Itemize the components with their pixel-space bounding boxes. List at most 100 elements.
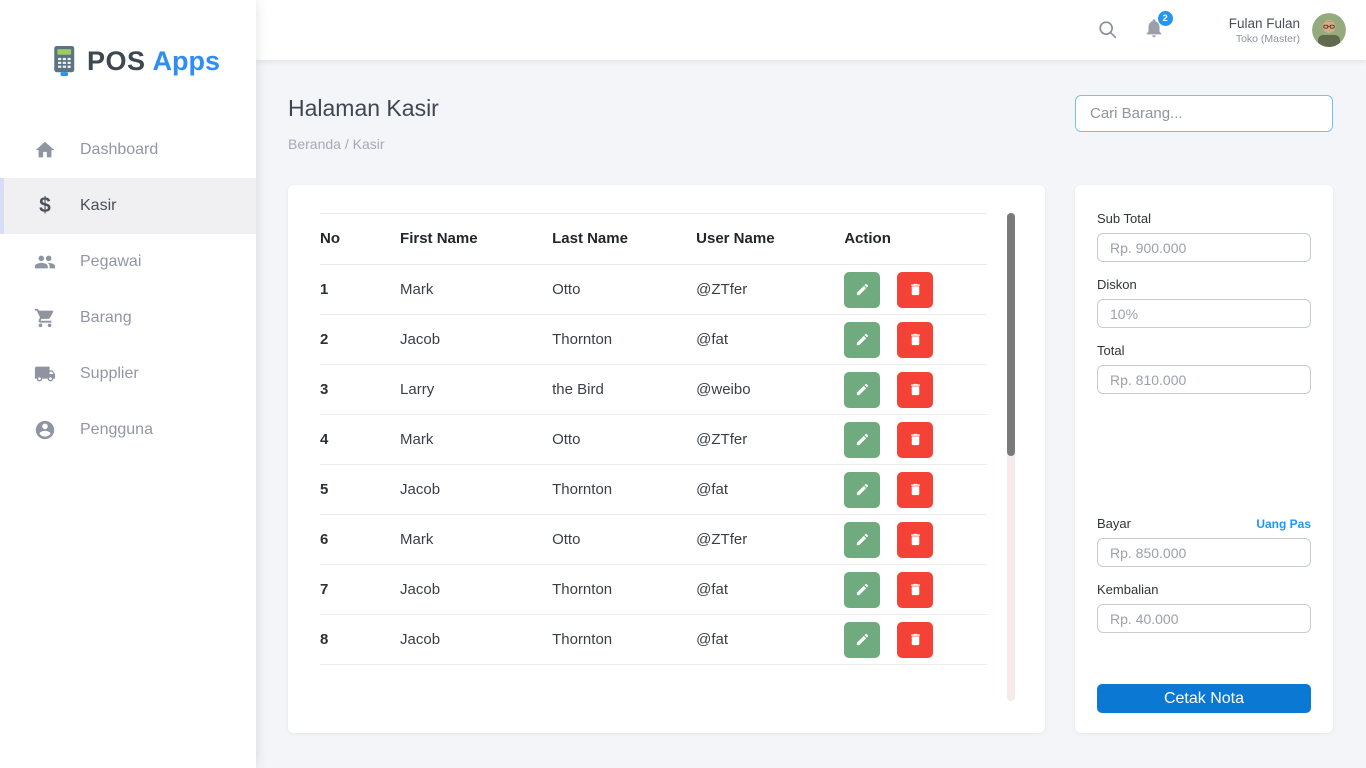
pencil-icon xyxy=(856,583,868,596)
kembalian-input[interactable] xyxy=(1097,604,1311,634)
kembalian-group: Kembalian xyxy=(1097,582,1311,634)
col-last-name: Last Name xyxy=(552,213,697,265)
trash-icon xyxy=(911,533,920,546)
trash-icon xyxy=(911,283,920,296)
diskon-input[interactable] xyxy=(1097,299,1311,328)
pencil-icon xyxy=(856,383,868,396)
pencil-icon xyxy=(856,433,868,446)
table-row: 4 Mark Otto @ZTfer xyxy=(320,414,987,465)
spacer xyxy=(1097,409,1311,516)
brand-pos: POS xyxy=(87,45,146,76)
bayar-input[interactable] xyxy=(1097,538,1311,568)
diskon-label: Diskon xyxy=(1097,277,1137,292)
delete-button[interactable] xyxy=(897,371,934,408)
sidebar-item-kasir[interactable]: $ Kasir xyxy=(0,178,256,234)
table-row: 6 Mark Otto @ZTfer xyxy=(320,514,987,565)
cell-no: 1 xyxy=(320,264,401,315)
total-label: Total xyxy=(1097,343,1125,358)
breadcrumb: Beranda / Kasir xyxy=(288,136,385,152)
page-head: Halaman Kasir Beranda / Kasir xyxy=(288,95,1333,152)
table-row: 3 Larry the Bird @weibo xyxy=(320,364,987,415)
trash-icon xyxy=(911,333,920,346)
content: Halaman Kasir Beranda / Kasir No First N… xyxy=(256,60,1366,768)
edit-button[interactable] xyxy=(844,621,881,658)
search-barang-input[interactable] xyxy=(1075,95,1333,132)
sidebar-nav: Dashboard $ Kasir Pegawai Barang xyxy=(0,122,256,458)
user-role: Toko (Master) xyxy=(1235,32,1300,45)
cell-last: the Bird xyxy=(552,364,697,415)
user-info: Fulan Fulan Toko (Master) xyxy=(1229,16,1300,45)
trash-icon xyxy=(911,383,920,396)
avatar[interactable] xyxy=(1312,13,1346,47)
cell-last: Thornton xyxy=(552,464,697,515)
home-icon xyxy=(33,138,57,162)
edit-button[interactable] xyxy=(844,421,881,458)
items-table: No First Name Last Name User Name Action… xyxy=(320,213,987,665)
sidebar: POS Apps Dashboard $ Kasir Pegawai xyxy=(0,0,256,768)
table-row: 2 Jacob Thornton @fat xyxy=(320,314,987,365)
cell-action xyxy=(844,514,987,565)
sidebar-item-label: Dashboard xyxy=(80,141,159,158)
sidebar-item-label: Supplier xyxy=(80,365,139,382)
cell-no: 8 xyxy=(320,614,401,665)
delete-button[interactable] xyxy=(897,271,934,308)
sidebar-item-pegawai[interactable]: Pegawai xyxy=(0,234,256,290)
delete-button[interactable] xyxy=(897,321,934,358)
brand-apps: Apps xyxy=(152,45,221,76)
cell-no: 5 xyxy=(320,464,401,515)
notification-badge: 2 xyxy=(1157,10,1173,26)
cell-user: @weibo xyxy=(696,364,845,415)
cetak-nota-button[interactable]: Cetak Nota xyxy=(1097,684,1311,713)
cell-last: Thornton xyxy=(552,314,697,365)
sidebar-item-supplier[interactable]: Supplier xyxy=(0,346,256,402)
cell-user: @fat xyxy=(696,464,845,515)
trash-icon xyxy=(911,583,920,596)
truck-icon xyxy=(33,362,57,386)
user-name: Fulan Fulan xyxy=(1228,15,1300,31)
cell-last: Otto xyxy=(552,264,697,315)
table-scrollbar-thumb[interactable] xyxy=(1007,213,1015,456)
kasir-table-card: No First Name Last Name User Name Action… xyxy=(288,185,1045,733)
cell-action xyxy=(844,314,987,365)
sidebar-item-dashboard[interactable]: Dashboard xyxy=(0,122,256,178)
total-input[interactable] xyxy=(1097,365,1311,394)
cell-action xyxy=(844,364,987,415)
delete-button[interactable] xyxy=(897,471,934,508)
search-icon[interactable] xyxy=(1095,17,1121,43)
sidebar-item-label: Kasir xyxy=(80,197,117,214)
user-icon xyxy=(33,418,57,442)
edit-button[interactable] xyxy=(844,321,881,358)
cell-action xyxy=(844,464,987,515)
uang-pas-link[interactable]: Uang Pas xyxy=(1256,517,1311,532)
delete-button[interactable] xyxy=(897,421,934,458)
edit-button[interactable] xyxy=(844,371,881,408)
edit-button[interactable] xyxy=(844,471,881,508)
cell-last: Otto xyxy=(552,414,697,465)
cell-action xyxy=(844,414,987,465)
cell-action xyxy=(844,614,987,665)
delete-button[interactable] xyxy=(897,621,934,658)
subtotal-input[interactable] xyxy=(1097,233,1311,262)
table-scrollbar-track[interactable] xyxy=(1007,213,1015,701)
cell-no: 4 xyxy=(320,414,401,465)
delete-button[interactable] xyxy=(897,571,934,608)
delete-button[interactable] xyxy=(897,521,934,558)
table-row: 5 Jacob Thornton @fat xyxy=(320,464,987,515)
table-header-row: No First Name Last Name User Name Action xyxy=(320,213,987,265)
cell-first: Mark xyxy=(400,514,553,565)
pencil-icon xyxy=(856,483,868,496)
edit-button[interactable] xyxy=(844,271,881,308)
table-row: 1 Mark Otto @ZTfer xyxy=(320,264,987,315)
edit-button[interactable] xyxy=(844,571,881,608)
cell-first: Larry xyxy=(400,364,553,415)
sidebar-item-barang[interactable]: Barang xyxy=(0,290,256,346)
notifications-bell-icon[interactable]: 2 xyxy=(1143,10,1173,44)
cell-first: Jacob xyxy=(400,314,553,365)
cell-user: @ZTfer xyxy=(696,414,845,465)
col-first-name: First Name xyxy=(400,213,553,265)
bayar-group: Bayar Uang Pas xyxy=(1097,516,1311,568)
edit-button[interactable] xyxy=(844,521,881,558)
cell-user: @fat xyxy=(696,564,845,615)
cards-row: No First Name Last Name User Name Action… xyxy=(288,185,1333,733)
sidebar-item-pengguna[interactable]: Pengguna xyxy=(0,402,256,458)
